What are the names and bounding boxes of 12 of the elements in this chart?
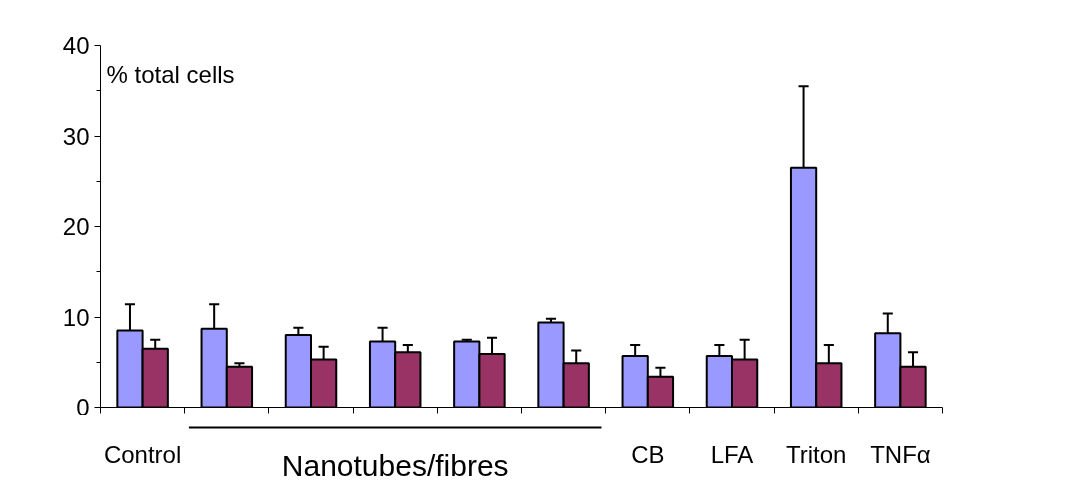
x-tick-label: Triton (785, 440, 847, 468)
x-tick-label: Control (103, 440, 182, 468)
y-axis-title: % total cells (106, 60, 235, 88)
x-tick-label: LFA (710, 440, 754, 468)
x-tick-label: TNFα (870, 440, 931, 468)
y-tick-label: 40 (62, 32, 90, 59)
y-tick-label: 10 (62, 303, 90, 331)
y-tick-label: 0 (76, 393, 90, 421)
y-tick-label: 20 (62, 213, 90, 240)
text: Nanotubes/fibres (281, 448, 509, 482)
x-tick-label: CB (631, 440, 665, 468)
y-tick-label: 30 (62, 122, 90, 150)
